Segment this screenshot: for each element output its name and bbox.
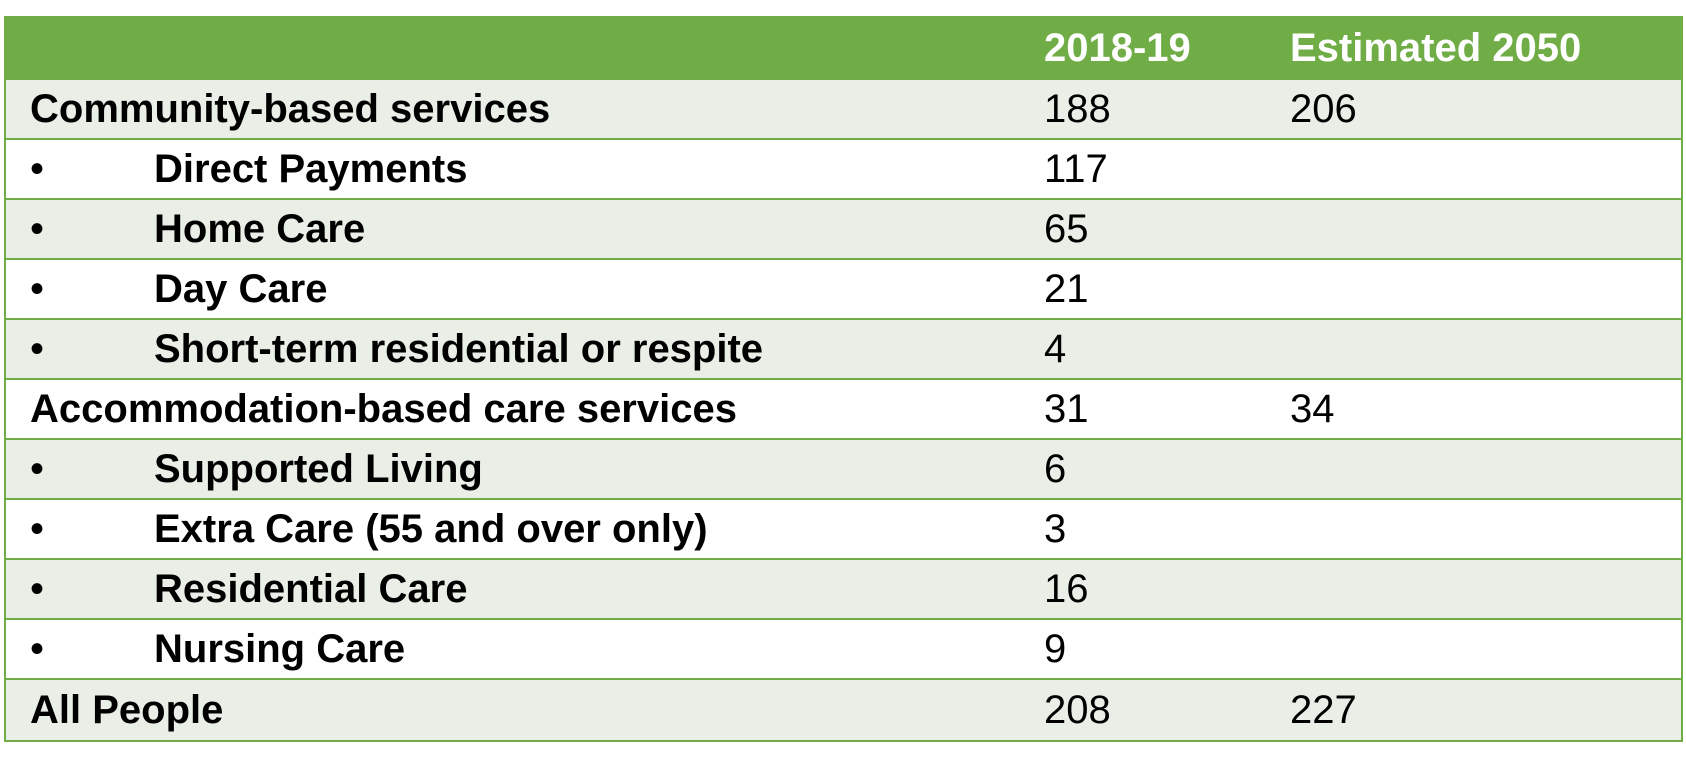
table-row-direct-payments: • Direct Payments 117 [6, 140, 1681, 200]
row-label-cell: • Day Care [6, 267, 1044, 312]
table-row-home-care: • Home Care 65 [6, 200, 1681, 260]
table-row-supported-living: • Supported Living 6 [6, 440, 1681, 500]
value-2050: 206 [1290, 86, 1357, 131]
row-label-cell: • Supported Living [6, 447, 1044, 492]
row-label: Nursing Care [154, 626, 406, 671]
row-label: Home Care [154, 206, 366, 251]
value-2018-19: 16 [1044, 566, 1089, 611]
row-label-cell: • Nursing Care [6, 627, 1044, 672]
table-row-accommodation-based-care-services: Accommodation-based care services 31 34 [6, 380, 1681, 440]
table-row-short-term-residential: • Short-term residential or respite 4 [6, 320, 1681, 380]
value-2018-19: 31 [1044, 386, 1089, 431]
value-2018-19: 3 [1044, 506, 1067, 551]
row-label-cell: • Home Care [6, 207, 1044, 252]
row-label: Day Care [154, 266, 328, 311]
value-2018-19: 65 [1044, 206, 1089, 251]
row-label-cell: • Extra Care (55 and over only) [6, 507, 1044, 552]
table-row-community-based-services: Community-based services 188 206 [6, 80, 1681, 140]
bullet-icon: • [30, 506, 45, 551]
bullet-icon: • [30, 266, 45, 311]
header-estimated-2050: Estimated 2050 [1290, 25, 1582, 70]
row-label: Community-based services [30, 86, 551, 131]
value-2050: 34 [1290, 386, 1335, 431]
row-label: Residential Care [154, 566, 468, 611]
bullet-icon: • [30, 326, 45, 371]
value-2018-19: 188 [1044, 86, 1111, 131]
bullet-icon: • [30, 566, 45, 611]
bullet-icon: • [30, 446, 45, 491]
header-2018-19: 2018-19 [1044, 25, 1191, 70]
table-row-all-people: All People 208 227 [6, 680, 1681, 740]
table-header-row: 2018-19 Estimated 2050 [6, 18, 1681, 80]
table-row-day-care: • Day Care 21 [6, 260, 1681, 320]
row-label: Accommodation-based care services [30, 386, 737, 431]
row-label: Short-term residential or respite [154, 326, 764, 371]
bullet-icon: • [30, 626, 45, 671]
row-label: Supported Living [154, 446, 483, 491]
row-label-cell: • Short-term residential or respite [6, 327, 1044, 372]
table-row-residential-care: • Residential Care 16 [6, 560, 1681, 620]
table-row-nursing-care: • Nursing Care 9 [6, 620, 1681, 680]
row-label-cell: • Residential Care [6, 567, 1044, 612]
row-label: Extra Care (55 and over only) [154, 506, 708, 551]
value-2018-19: 9 [1044, 626, 1067, 671]
value-2018-19: 21 [1044, 266, 1089, 311]
services-table: 2018-19 Estimated 2050 Community-based s… [4, 16, 1683, 742]
value-2018-19: 117 [1044, 146, 1108, 191]
row-label-cell: • Direct Payments [6, 147, 1044, 192]
value-2050: 227 [1290, 687, 1357, 732]
value-2018-19: 6 [1044, 446, 1067, 491]
table-row-extra-care: • Extra Care (55 and over only) 3 [6, 500, 1681, 560]
value-2018-19: 208 [1044, 687, 1111, 732]
bullet-icon: • [30, 146, 45, 191]
row-label: All People [30, 687, 224, 732]
value-2018-19: 4 [1044, 326, 1067, 371]
bullet-icon: • [30, 206, 45, 251]
row-label: Direct Payments [154, 146, 468, 191]
